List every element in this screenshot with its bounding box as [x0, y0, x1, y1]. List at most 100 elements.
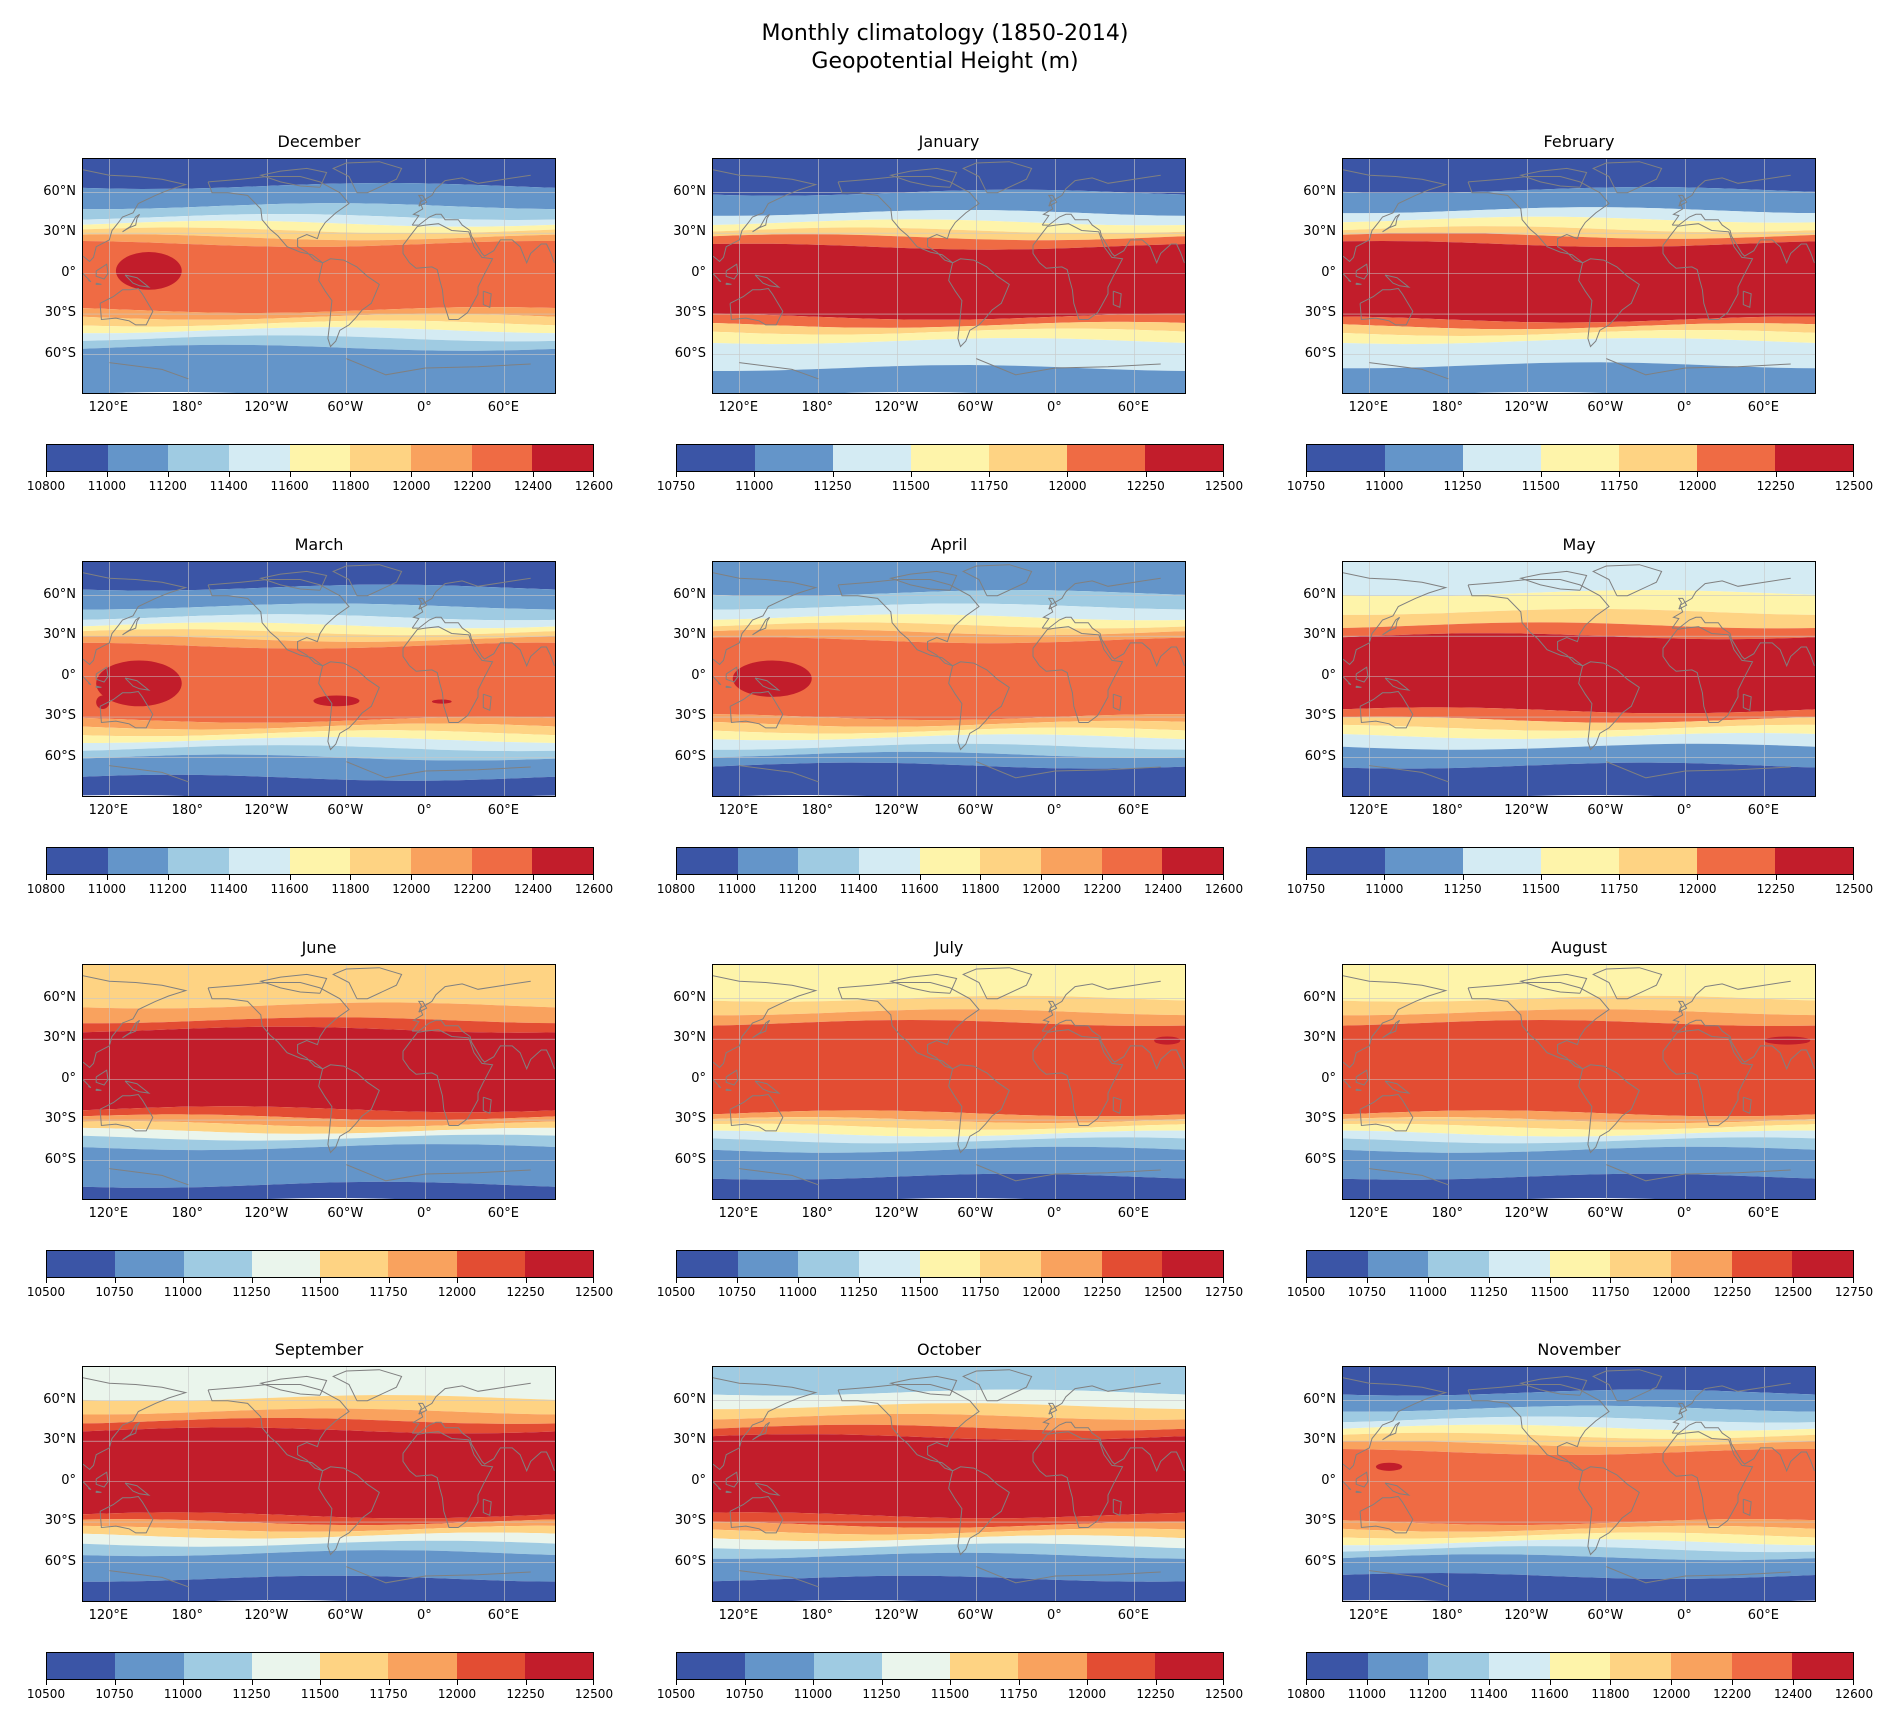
- coastline: [124, 274, 151, 288]
- colorbar-tick-mark: [1619, 875, 1621, 880]
- colorbar-tick-mark: [228, 472, 230, 477]
- lat-tick-label: 0°: [691, 264, 706, 280]
- panel-title: June: [301, 938, 337, 957]
- contour-map: [83, 1367, 555, 1601]
- colorbar-segment: [524, 1251, 593, 1277]
- colorbar-tick-mark: [251, 1278, 253, 1283]
- coastline: [207, 982, 350, 1070]
- coastline: [124, 677, 151, 691]
- coastline: [713, 169, 1185, 265]
- lon-tick-label: 0°: [416, 803, 432, 818]
- colorbar-segment: [47, 1653, 116, 1679]
- lat-tick-label: 30°N: [43, 1030, 76, 1046]
- colorbar-tick-mark: [1102, 1278, 1104, 1283]
- colorbar-tick-mark: [411, 472, 413, 477]
- map-panel-february: February 60°N 30°N 0° 30°S 60°S 120°E 180° 120°W…: [1262, 132, 1890, 493]
- colorbar-tick-label: 11200: [778, 882, 817, 896]
- colorbar-tick-label: 11250: [1469, 1285, 1508, 1299]
- colorbar-tick-mark: [1041, 875, 1043, 880]
- colorbar-tick-mark: [1067, 472, 1069, 477]
- coastline: [318, 1466, 380, 1556]
- map-frame: [712, 964, 1186, 1200]
- colorbar-segment: [989, 445, 1067, 471]
- colorbar-tick-label: 11250: [232, 1285, 271, 1299]
- colorbar-tick-mark: [411, 875, 413, 880]
- colorbar-tick-label: 12250: [506, 1687, 545, 1701]
- coastline: [713, 975, 1185, 1071]
- coastline: [99, 1495, 154, 1534]
- panel-title: July: [934, 938, 964, 957]
- colorbar: [46, 444, 594, 472]
- colorbar-segment: [47, 848, 108, 874]
- contour-band: [83, 1017, 555, 1033]
- lat-tick-label: 30°S: [674, 305, 706, 321]
- colorbar-tick-label: 12000: [1678, 479, 1717, 493]
- coastline: [729, 1495, 784, 1534]
- lon-tick-label: 60°W: [957, 400, 994, 415]
- colorbar-tick-label: 11600: [900, 882, 939, 896]
- colorbar: [676, 847, 1224, 875]
- contour-band: [713, 219, 1185, 234]
- map-frame: [82, 158, 556, 394]
- contour-band: [1343, 707, 1815, 723]
- colorbar-tick-mark: [832, 472, 834, 477]
- colorbar-tick-mark: [106, 472, 108, 477]
- lat-tick-label: 60°S: [1304, 1553, 1336, 1569]
- colorbar-tick-label: 12000: [392, 882, 431, 896]
- colorbar-tick-mark: [1775, 875, 1777, 880]
- colorbar-tick-mark: [910, 472, 912, 477]
- coastline: [1382, 616, 1401, 636]
- colorbar-segment: [1463, 848, 1541, 874]
- lon-tick-label: 120°W: [1504, 803, 1549, 818]
- colorbar-tick-label: 11250: [1443, 882, 1482, 896]
- coastline: [95, 263, 109, 280]
- lon-tick-label: 0°: [1676, 1206, 1692, 1221]
- coastline: [109, 1164, 531, 1186]
- colorbar-tick-mark: [1793, 1278, 1795, 1283]
- contour-band: [713, 1512, 1185, 1528]
- colorbar-tick-label: 11500: [300, 1285, 340, 1299]
- lat-tick-label: 30°N: [1303, 1030, 1336, 1046]
- contour-band: [1343, 1424, 1815, 1439]
- coastline: [725, 1490, 732, 1493]
- coastline: [1742, 1498, 1752, 1517]
- panel-title: March: [294, 535, 344, 554]
- contour-band: [1343, 1554, 1815, 1579]
- colorbar-tick-mark: [797, 875, 799, 880]
- contour-band: [83, 730, 555, 743]
- contour-band: [713, 1009, 1185, 1026]
- colorbar-tick-label: 12500: [1204, 1687, 1244, 1701]
- contour-band: [713, 965, 1185, 1002]
- coastline: [318, 1064, 380, 1154]
- contour-band: [1343, 1432, 1815, 1447]
- coastline: [1369, 1164, 1791, 1186]
- colorbar-tick-label: 12250: [1126, 479, 1165, 493]
- colorbar-segment: [859, 848, 920, 874]
- coastline: [1032, 626, 1124, 723]
- coastline: [739, 1164, 1161, 1186]
- colorbar-tick-label: 11000: [1408, 1285, 1447, 1299]
- colorbar-segment: [320, 1653, 389, 1679]
- map-panel-march: March 60°N 30°N 0° 30°S 60°S 120°E 180° 120°W 60°…: [2, 535, 636, 896]
- coastline: [482, 1498, 492, 1517]
- colorbar-tick-mark: [813, 1680, 814, 1685]
- coastline: [1369, 1566, 1791, 1588]
- lat-tick-label: 30°N: [43, 627, 76, 643]
- coastline: [729, 1093, 784, 1132]
- coastline: [1112, 1096, 1122, 1115]
- contour-band: [713, 720, 1185, 734]
- lat-tick-label: 60°S: [44, 748, 76, 764]
- lat-tick-label: 30°N: [1303, 1432, 1336, 1448]
- coastline: [1047, 1000, 1058, 1013]
- colorbar-tick-label: 12500: [1144, 1285, 1183, 1299]
- coastline: [258, 1375, 328, 1396]
- colorbar-tick-mark: [183, 1680, 184, 1685]
- colorbar-tick-label: 12600: [574, 479, 614, 493]
- colorbar-segment: [1731, 1251, 1793, 1277]
- colorbar-segment: [532, 445, 593, 471]
- colorbar-tick-mark: [1384, 472, 1386, 477]
- contour-band: [1343, 1020, 1815, 1117]
- colorbar-tick-label: 11500: [1521, 882, 1560, 896]
- colorbar-tick-label: 12000: [437, 1687, 477, 1701]
- colorbar-tick-label: 11750: [1600, 479, 1639, 493]
